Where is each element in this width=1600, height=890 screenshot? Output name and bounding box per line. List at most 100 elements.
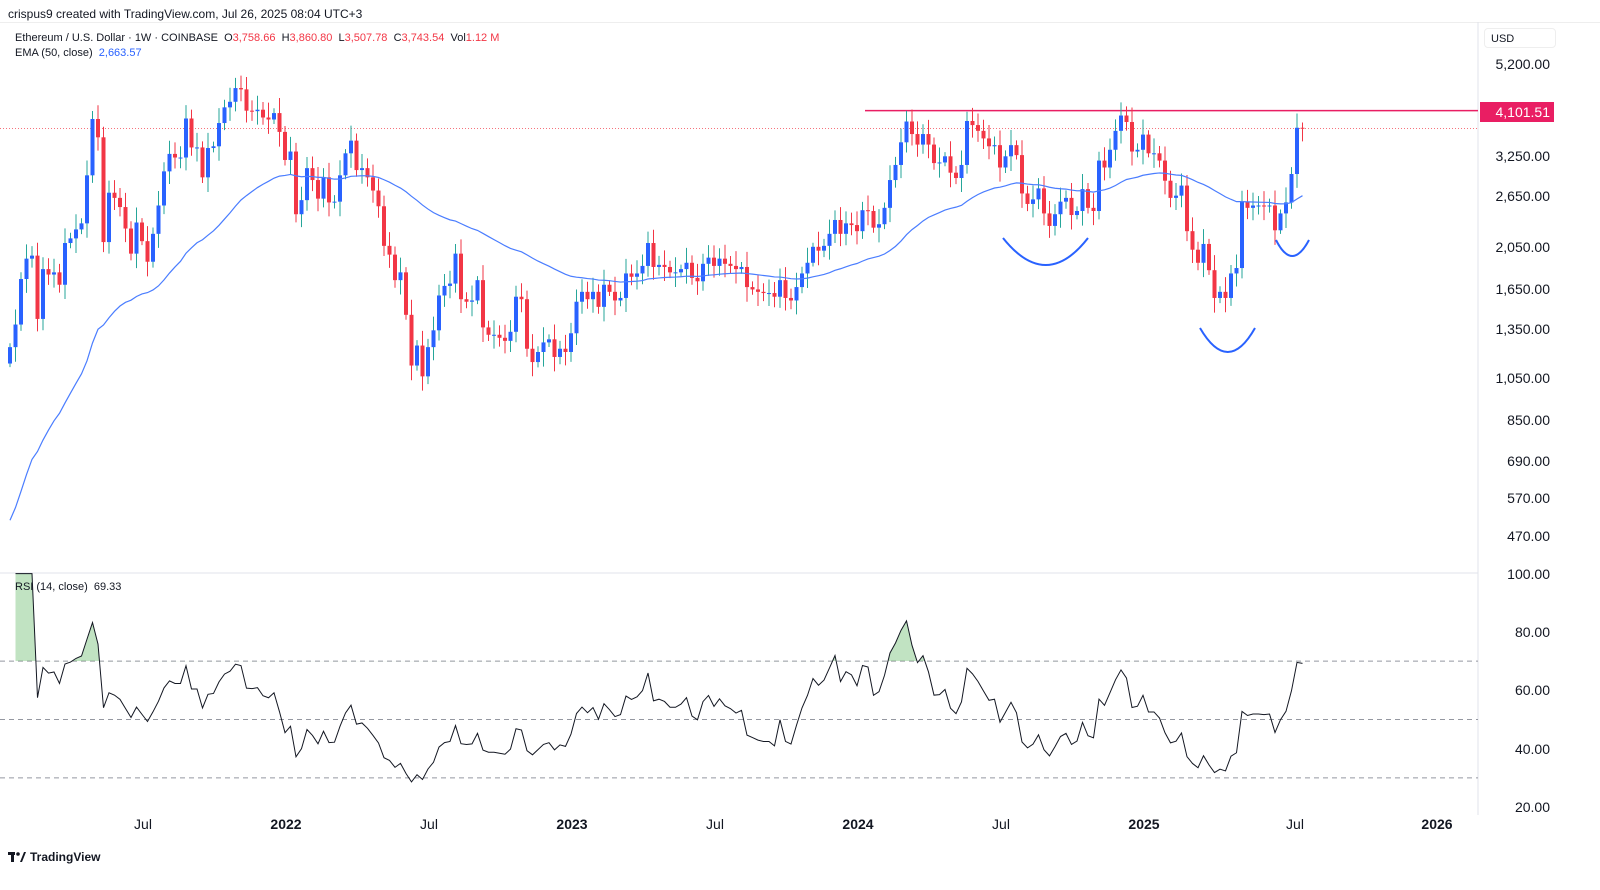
candle-up[interactable] — [1218, 291, 1222, 298]
candle-up[interactable] — [684, 262, 689, 270]
candle-up[interactable] — [453, 253, 458, 284]
candle-down[interactable] — [1245, 201, 1250, 208]
candle-up[interactable] — [1141, 134, 1145, 150]
candle-down[interactable] — [866, 210, 870, 212]
candle-up[interactable] — [206, 148, 210, 178]
candle-down[interactable] — [910, 121, 914, 135]
candle-up[interactable] — [162, 171, 166, 206]
candle-up[interactable] — [992, 145, 997, 147]
candle-down[interactable] — [915, 134, 920, 145]
candle-up[interactable] — [657, 264, 661, 267]
candle-up[interactable] — [1240, 201, 1244, 269]
candle-up[interactable] — [156, 205, 161, 234]
candle-down[interactable] — [1207, 243, 1211, 271]
candle-up[interactable] — [1009, 145, 1013, 157]
candle-down[interactable] — [1185, 185, 1189, 232]
candle-down[interactable] — [371, 177, 375, 191]
candle-down[interactable] — [1025, 193, 1030, 204]
candle-up[interactable] — [272, 113, 276, 120]
candle-down[interactable] — [404, 272, 408, 315]
candle-down[interactable] — [816, 246, 821, 251]
candle-down[interactable] — [756, 289, 760, 292]
candle-down[interactable] — [327, 177, 331, 203]
candle-up[interactable] — [624, 273, 628, 298]
candle-up[interactable] — [635, 273, 639, 277]
candle-down[interactable] — [629, 273, 634, 277]
candle-down[interactable] — [519, 296, 524, 300]
candle-up[interactable] — [426, 347, 430, 377]
candle-up[interactable] — [827, 233, 832, 246]
candle-down[interactable] — [1212, 270, 1217, 298]
candle-down[interactable] — [145, 241, 150, 262]
candle-up[interactable] — [1080, 189, 1085, 212]
candle-up[interactable] — [1058, 201, 1063, 215]
candle-down[interactable] — [1130, 122, 1134, 152]
candle-up[interactable] — [321, 177, 326, 199]
candle-up[interactable] — [580, 291, 584, 302]
candle-up[interactable] — [343, 153, 348, 176]
ema-label[interactable]: EMA (50, close) — [15, 47, 93, 59]
candle-down[interactable] — [1157, 153, 1162, 161]
candle-up[interactable] — [1097, 160, 1101, 212]
candle-down[interactable] — [1196, 249, 1200, 263]
candle-down[interactable] — [613, 291, 617, 301]
candle-down[interactable] — [1086, 189, 1090, 208]
candle-up[interactable] — [1251, 205, 1255, 208]
candle-up[interactable] — [618, 297, 623, 301]
candle-up[interactable] — [602, 284, 606, 307]
candle-up[interactable] — [811, 246, 815, 263]
pattern-arc[interactable] — [1002, 237, 1089, 266]
candle-up[interactable] — [1278, 213, 1283, 231]
candle-up[interactable] — [1295, 127, 1299, 175]
candle-down[interactable] — [497, 334, 502, 338]
candle-up[interactable] — [107, 192, 111, 243]
candle-down[interactable] — [838, 219, 843, 234]
candle-down[interactable] — [1014, 145, 1019, 156]
candle-down[interactable] — [1223, 291, 1228, 298]
candle-up[interactable] — [233, 88, 238, 102]
candle-down[interactable] — [871, 211, 876, 228]
candle-up[interactable] — [888, 180, 892, 208]
candle-down[interactable] — [1273, 205, 1277, 231]
candle-up[interactable] — [448, 283, 452, 286]
candle-up[interactable] — [151, 233, 155, 262]
candle-up[interactable] — [1053, 214, 1057, 226]
candle-down[interactable] — [712, 257, 716, 266]
candle-down[interactable] — [1262, 205, 1266, 207]
candle-up[interactable] — [569, 333, 573, 352]
candle-up[interactable] — [470, 300, 474, 302]
rsi-label[interactable]: RSI (14, close) — [15, 581, 88, 593]
candle-down[interactable] — [981, 130, 986, 139]
candle-up[interactable] — [475, 280, 480, 301]
candle-down[interactable] — [690, 262, 694, 278]
candle-up[interactable] — [79, 223, 84, 230]
candle-down[interactable] — [112, 192, 117, 198]
candle-up[interactable] — [1289, 174, 1294, 203]
candle-up[interactable] — [1174, 195, 1178, 198]
candle-down[interactable] — [1091, 207, 1096, 212]
candle-down[interactable] — [365, 168, 370, 178]
candle-up[interactable] — [701, 263, 705, 282]
candle-down[interactable] — [261, 109, 265, 118]
candle-down[interactable] — [1102, 160, 1107, 168]
candle-down[interactable] — [723, 258, 727, 264]
candle-up[interactable] — [805, 262, 810, 274]
candle-up[interactable] — [965, 121, 969, 165]
candle-up[interactable] — [52, 272, 56, 275]
candle-up[interactable] — [800, 273, 804, 288]
candle-up[interactable] — [1064, 197, 1068, 202]
candle-down[interactable] — [662, 264, 667, 267]
candle-up[interactable] — [332, 201, 337, 203]
candle-up[interactable] — [1229, 273, 1233, 298]
candle-up[interactable] — [255, 109, 260, 112]
candle-down[interactable] — [57, 272, 62, 285]
candle-up[interactable] — [640, 265, 645, 274]
candle-up[interactable] — [1284, 202, 1288, 214]
candle-down[interactable] — [200, 147, 205, 178]
candle-up[interactable] — [1201, 243, 1206, 263]
candle-up[interactable] — [184, 118, 188, 158]
candle-up[interactable] — [1003, 156, 1008, 168]
candle-down[interactable] — [948, 156, 953, 173]
candle-up[interactable] — [1036, 188, 1041, 200]
